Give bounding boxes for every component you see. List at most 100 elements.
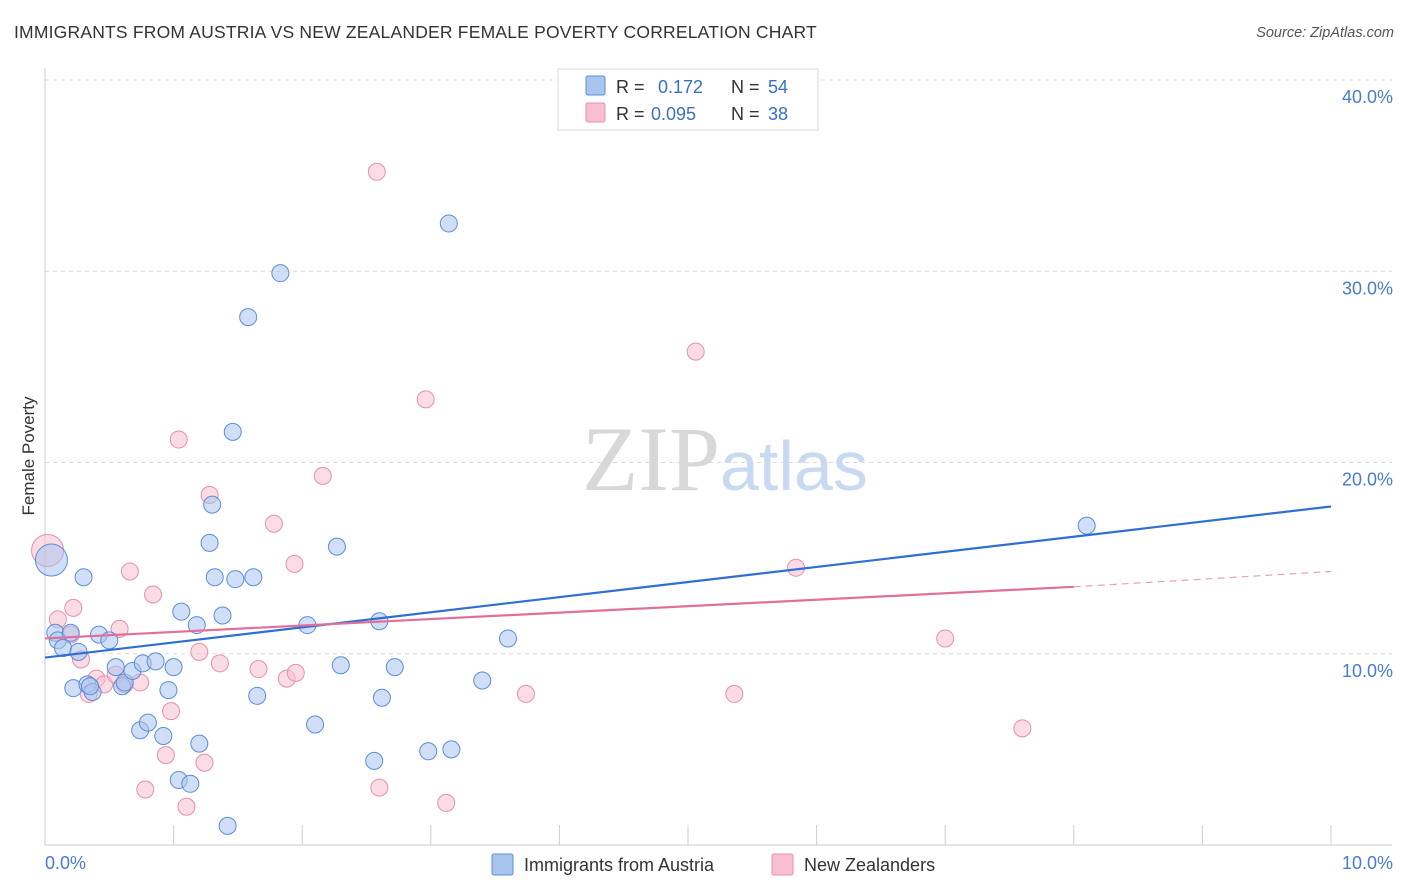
nz-point-38	[1013, 719, 1032, 738]
austria-point-42	[331, 656, 350, 675]
nz-point-30	[370, 778, 389, 797]
legend-r-label-1: R =	[616, 77, 645, 97]
chart-title: IMMIGRANTS FROM AUSTRIA VS NEW ZEALANDER…	[14, 22, 817, 42]
nz-point-29	[367, 162, 386, 181]
austria-point-51	[498, 629, 517, 648]
watermark-zip: ZIP	[582, 408, 720, 510]
nz-point-24	[264, 514, 283, 533]
nz-point-35	[725, 684, 744, 703]
austria-trend-line	[44, 505, 1332, 659]
y-axis-title: Female Poverty	[19, 396, 38, 516]
series-legend-austria: Immigrants from Austria	[524, 855, 715, 875]
legend-n-value-2: 38	[768, 104, 788, 124]
x-tick-label-1: 10.0%	[1342, 853, 1393, 873]
watermark-atlas: atlas	[720, 427, 868, 505]
nz-point-14	[144, 585, 163, 604]
series-legend: Immigrants from Austria New Zealanders	[491, 853, 935, 876]
y-tick-label-1: 20.0%	[1342, 470, 1393, 490]
austria-points	[34, 214, 1096, 835]
austria-point-32	[218, 816, 237, 835]
nz-point-9	[110, 619, 129, 638]
austria-point-4	[61, 623, 80, 642]
legend-n-value-1: 54	[768, 77, 788, 97]
austria-point-35	[239, 308, 258, 327]
austria-point-41	[327, 537, 346, 556]
legend-r-value-1: 0.172	[658, 77, 703, 97]
nz-trend-line-extension	[1073, 570, 1332, 588]
austria-point-34	[226, 570, 245, 589]
tick-labels: 10.0% 20.0% 30.0% 40.0% 0.0% 10.0%	[45, 87, 1393, 873]
austria-point-43	[365, 751, 384, 770]
austria-point-26	[187, 616, 206, 635]
austria-point-18	[138, 713, 157, 732]
austria-point-46	[385, 658, 404, 677]
nz-point-28	[313, 466, 332, 485]
nz-point-19	[190, 642, 209, 661]
austria-point-0	[34, 543, 68, 577]
legend-r-label-2: R =	[616, 104, 645, 124]
austria-point-27	[190, 734, 209, 753]
nz-point-18	[177, 797, 196, 816]
legend-swatch-blue	[585, 75, 606, 96]
nz-point-20	[195, 753, 214, 772]
nz-point-13	[136, 780, 155, 799]
nz-point-32	[437, 793, 456, 812]
nz-point-15	[156, 746, 175, 765]
austria-point-6	[69, 642, 88, 661]
legend-n-label-2: N =	[731, 104, 760, 124]
nz-point-3	[64, 598, 83, 617]
austria-point-25	[181, 774, 200, 793]
new-zealanders-points	[31, 162, 1032, 816]
austria-point-45	[372, 688, 391, 707]
austria-point-30	[205, 568, 224, 587]
austria-point-29	[203, 495, 222, 514]
legend-swatch-pink	[585, 102, 606, 123]
legend-r-value-2: 0.095	[651, 104, 696, 124]
austria-point-40	[306, 715, 325, 734]
nz-point-31	[416, 390, 435, 409]
austria-point-28	[200, 533, 219, 552]
source-label: Source: ZipAtlas.com	[1256, 25, 1394, 41]
nz-point-37	[936, 629, 955, 648]
y-tick-label-2: 30.0%	[1342, 278, 1393, 298]
nz-point-23	[249, 660, 268, 679]
nz-point-26	[285, 554, 304, 573]
austria-point-24	[172, 602, 191, 621]
austria-point-12	[106, 658, 125, 677]
nz-trend-line	[44, 585, 1074, 640]
austria-point-21	[159, 681, 178, 700]
nz-point-11	[120, 562, 139, 581]
y-tick-label-3: 40.0%	[1342, 87, 1393, 107]
series-legend-swatch-nz	[771, 853, 794, 876]
gridlines	[45, 79, 1392, 655]
austria-point-33	[223, 422, 242, 441]
austria-point-50	[473, 671, 492, 690]
austria-point-47	[419, 742, 438, 761]
series-legend-nz: New Zealanders	[804, 855, 935, 875]
nz-point-27	[286, 663, 305, 682]
correlation-legend: R = 0.172 N = 54 R = 0.095 N = 38	[557, 68, 819, 131]
nz-point-22	[210, 654, 229, 673]
x-tick-label-0: 0.0%	[45, 853, 86, 873]
austria-point-7	[74, 568, 93, 587]
austria-point-49	[442, 740, 461, 759]
austria-point-31	[213, 606, 232, 625]
austria-point-22	[164, 658, 183, 677]
trend-lines	[44, 505, 1332, 659]
series-legend-swatch-austria	[491, 853, 514, 876]
austria-point-36	[244, 568, 263, 587]
austria-point-52	[1077, 516, 1096, 535]
nz-point-33	[516, 684, 535, 703]
austria-point-37	[248, 686, 267, 705]
axes	[44, 68, 1392, 846]
nz-point-17	[169, 430, 188, 449]
y-tick-label-0: 10.0%	[1342, 661, 1393, 681]
austria-point-53	[81, 677, 100, 696]
austria-point-48	[439, 214, 458, 233]
austria-point-20	[154, 726, 173, 745]
nz-point-34	[686, 342, 705, 361]
austria-point-38	[271, 264, 290, 283]
austria-point-19	[146, 652, 165, 671]
nz-point-16	[162, 702, 181, 721]
